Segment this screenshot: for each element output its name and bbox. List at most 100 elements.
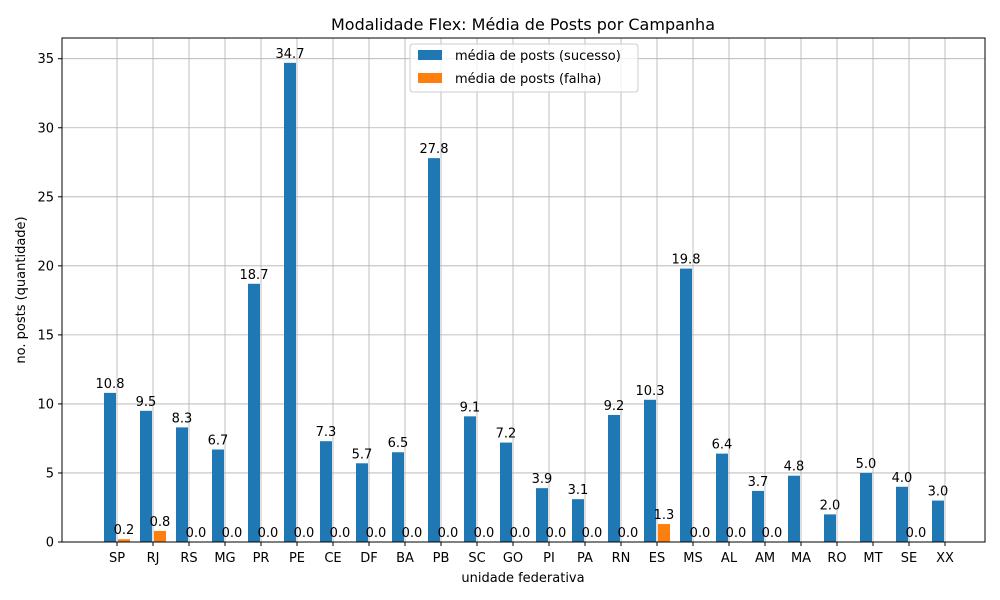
data-label: 4.0 [892,471,913,486]
bar-sucesso [284,62,296,542]
data-label: 0.0 [582,526,603,541]
data-label: 0.0 [438,526,459,541]
data-label: 3.1 [568,483,589,498]
chart-title: Modalidade Flex: Média de Posts por Camp… [331,15,715,34]
data-label: 0.0 [618,526,639,541]
x-tick-label: RN [612,551,631,566]
x-tick-label: SC [468,551,485,566]
bar-sucesso [392,452,404,542]
bar-sucesso [932,500,944,542]
bar-sucesso [896,486,908,542]
bar-sucesso [788,475,800,542]
data-label: 19.8 [672,253,701,268]
bar-sucesso [680,268,692,542]
x-tick-label: XX [936,551,954,566]
bar-sucesso [860,472,872,542]
x-tick-label: DF [360,551,378,566]
data-label: 0.2 [114,523,135,538]
legend-swatch-falha [418,73,442,83]
plot-frame [61,37,986,543]
x-axis-ticks: SP RJ RS MG PR PE CE DF BA PB SC GO PI PA RN ES MS AL AM MA… [109,542,954,566]
y-tick-label: 20 [37,259,54,274]
x-tick-label: MA [791,551,811,566]
data-label: 34.7 [276,47,305,62]
x-tick-label: CE [324,551,341,566]
legend-label-falha: média de posts (falha) [455,72,602,87]
x-axis-label: unidade federativa [461,571,584,586]
x-tick-label: SE [901,551,917,566]
x-tick-label: MG [214,551,235,566]
data-label: 3.9 [532,472,553,487]
data-label: 9.2 [604,399,625,414]
x-tick-label: BA [396,551,414,566]
bar-sucesso [536,488,548,542]
x-tick-label: PR [253,551,270,566]
x-tick-label: AL [721,551,738,566]
x-tick-label: RS [180,551,197,566]
x-tick-label: PA [577,551,593,566]
legend: média de posts (sucesso) média de posts … [409,43,639,93]
data-label: 3.0 [928,485,949,500]
legend-label-sucesso: média de posts (sucesso) [455,49,621,64]
y-tick-label: 0 [46,536,54,551]
data-label: 8.3 [172,411,193,426]
x-tick-label: SP [109,551,125,566]
x-tick-label: PB [433,551,450,566]
legend-frame [409,43,639,93]
data-label: 9.5 [136,395,157,410]
y-tick-label: 25 [37,190,54,205]
y-axis-ticks: 0 5 10 15 20 25 30 35 [37,52,62,551]
bar-falha [658,524,670,542]
bar-sucesso [212,449,224,542]
data-label: 0.0 [402,526,423,541]
bar-sucesso [320,441,332,542]
data-label: 0.0 [330,526,351,541]
data-label: 0.0 [186,526,207,541]
y-tick-label: 30 [37,121,54,136]
data-label: 0.0 [258,526,279,541]
bar-sucesso [176,427,188,542]
x-tick-label: GO [503,551,523,566]
x-tick-label: RJ [147,551,160,566]
x-tick-label: ES [649,551,665,566]
data-label: 0.8 [150,515,171,530]
bar-sucesso [824,514,836,542]
data-label: 27.8 [420,142,449,157]
x-tick-label: PE [289,551,305,566]
data-label: 4.8 [784,460,805,475]
bar-sucesso [356,463,368,542]
bar-falha [154,530,166,542]
y-axis-label: no. posts (quantidade) [14,216,29,363]
bar-sucesso [716,453,728,542]
data-label: 0.0 [726,526,747,541]
data-label: 7.3 [316,425,337,440]
x-tick-label: RO [827,551,846,566]
grid-lines [62,38,985,543]
data-label: 10.8 [96,377,125,392]
y-tick-label: 10 [37,397,54,412]
bar-sucesso [140,410,152,542]
data-label: 0.0 [762,526,783,541]
bar-sucesso [608,414,620,542]
data-label: 0.0 [222,526,243,541]
x-tick-label: MS [683,551,702,566]
data-label: 10.3 [636,384,665,399]
data-labels: 10.8 0.2 9.5 0.8 8.3 0.0 6.7 0.0 18.7 0.0 34.7 0.0 7… [96,47,949,541]
data-label: 2.0 [820,498,841,513]
x-tick-label: MT [863,551,882,566]
data-label: 0.0 [474,526,495,541]
data-label: 6.5 [388,436,409,451]
data-label: 1.3 [654,508,675,523]
data-label: 0.0 [906,526,927,541]
y-tick-label: 5 [46,466,54,481]
data-label: 0.0 [366,526,387,541]
bar-sucesso [752,490,764,542]
data-label: 18.7 [240,268,269,283]
data-label: 0.0 [690,526,711,541]
y-tick-label: 15 [37,328,54,343]
data-label: 0.0 [510,526,531,541]
data-label: 0.0 [294,526,315,541]
bar-sucesso [248,283,260,542]
data-label: 0.0 [546,526,567,541]
